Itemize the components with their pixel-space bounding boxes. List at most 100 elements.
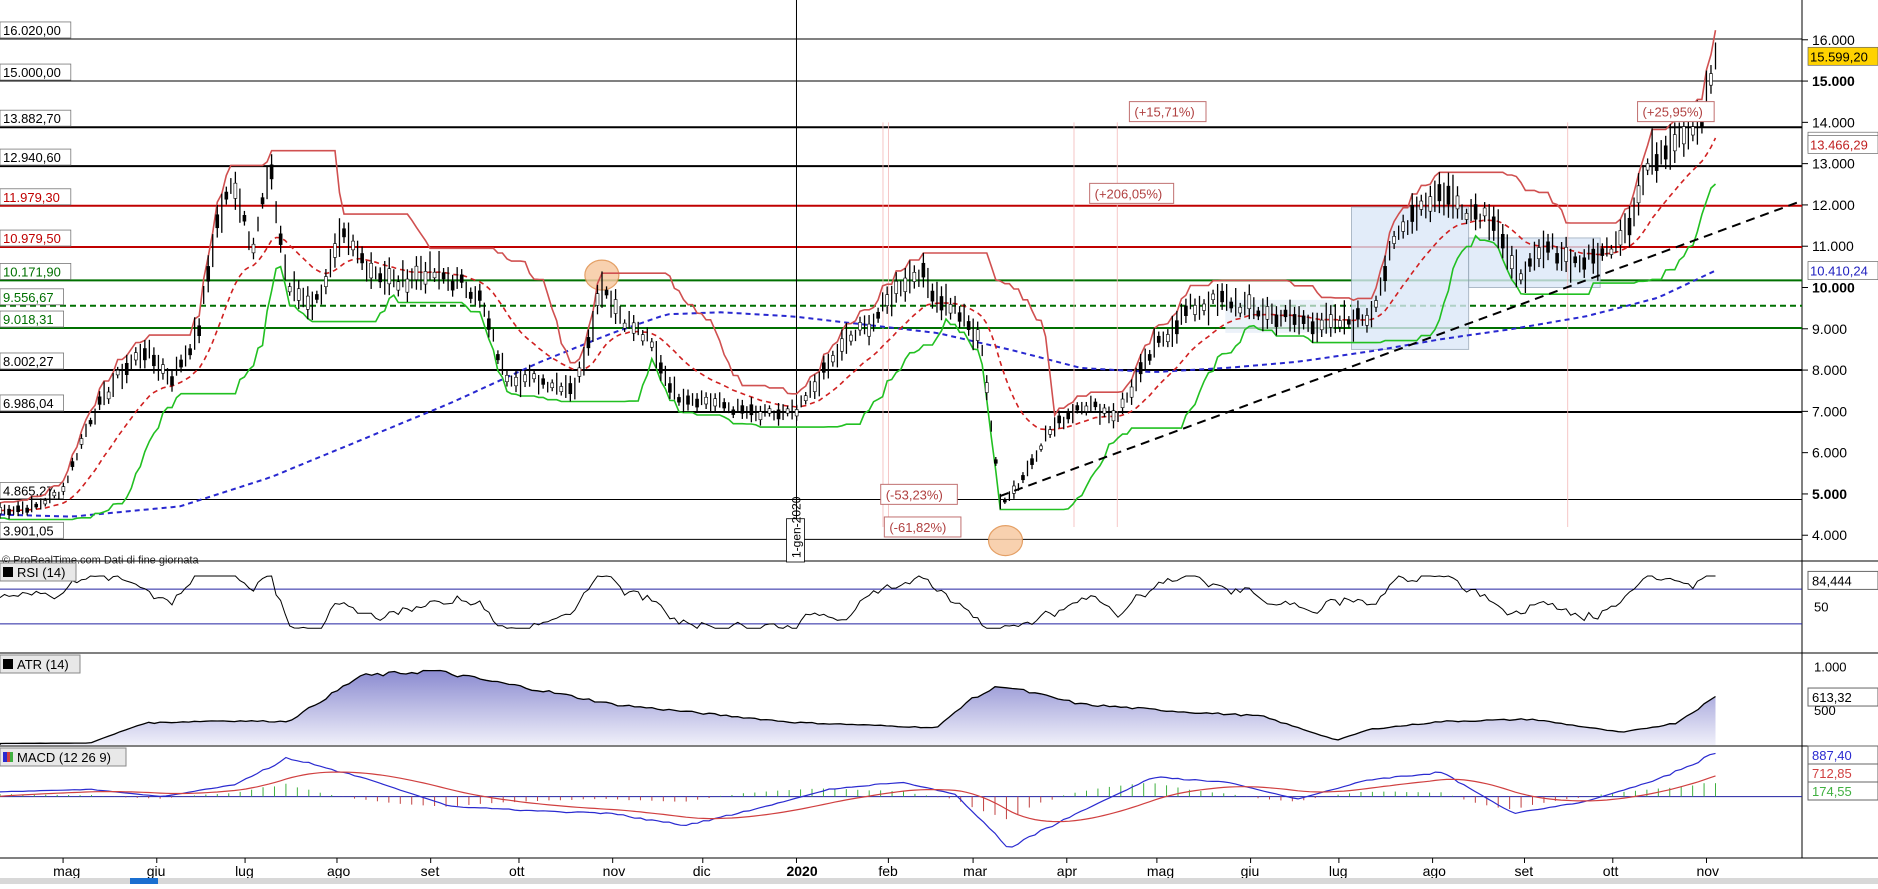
price-candle-body [930, 290, 935, 302]
price-candle-body [1129, 386, 1134, 398]
y-tick-label: 14.000 [1812, 114, 1855, 130]
level-label-box [0, 109, 72, 127]
price-candle-body [133, 352, 138, 361]
price-candle-body [34, 503, 39, 508]
rsi-line [0, 575, 1716, 629]
price-candle-body [767, 408, 772, 414]
price-candle-body [414, 265, 419, 280]
level-label: 3.901,05 [3, 523, 54, 538]
price-candle-body [1609, 248, 1614, 255]
price-candle-body [713, 398, 717, 407]
price-candle-body [423, 271, 428, 285]
price-candle-body [604, 289, 609, 296]
level-label: 10.171,90 [3, 264, 61, 279]
price-candle-body [43, 500, 48, 505]
price-candle-body [695, 398, 699, 408]
price-candle-body [731, 409, 736, 415]
price-candle-body [251, 243, 256, 254]
x-tick-label: giu [1241, 863, 1260, 879]
x-tick-label: 2020 [786, 863, 817, 879]
price-candle-body [1682, 126, 1686, 145]
x-tick-label: mag [1147, 863, 1174, 879]
price-candle-body [70, 461, 75, 467]
price-candle-body [1528, 258, 1532, 267]
price-candle-body [1627, 217, 1632, 236]
price-candle-body [161, 364, 165, 374]
price-candle-body [387, 268, 392, 285]
x-tick-label: set [1514, 863, 1533, 879]
price-candle-body [794, 409, 799, 417]
price-candle-body [496, 354, 500, 361]
price-candle-body [124, 363, 129, 375]
price-candle-body [215, 214, 220, 229]
price-candle-body [622, 322, 627, 329]
last-value-label: 15.599,20 [1810, 49, 1868, 64]
price-candle-body [704, 396, 708, 405]
trailing-stop-support [0, 183, 1717, 521]
price-candle-body [7, 508, 11, 516]
price-candle-body [559, 386, 564, 392]
price-candle-body [1654, 154, 1659, 171]
price-candle-body [1328, 314, 1333, 328]
price-candle-body [957, 312, 962, 322]
last-value-badge [1807, 261, 1878, 280]
trend-line [999, 199, 1803, 497]
level-label-box [0, 394, 64, 412]
percent-annotation-box [883, 516, 962, 538]
x-tick-label: apr [1057, 863, 1078, 879]
price-candle-body [1546, 241, 1550, 253]
price-candle-body [0, 507, 2, 514]
price-candle-body [1111, 410, 1116, 422]
price-candle-body [1482, 207, 1487, 217]
level-label: 4.865,27 [3, 484, 54, 499]
x-tick-label: set [421, 863, 440, 879]
price-bars [0, 42, 1717, 519]
price-candle-body [1419, 200, 1424, 210]
price-candle-body [305, 295, 310, 310]
price-candle-body [1147, 354, 1152, 361]
x-tick-label: dic [693, 863, 711, 879]
x-tick-label: mag [53, 863, 80, 879]
y-tick-label: 13.000 [1812, 156, 1855, 172]
price-candle-body [16, 505, 20, 513]
percent-annotation: (+25,95%) [1643, 105, 1703, 120]
price-candle-body [785, 408, 790, 414]
y-tick-label: 15.000 [1812, 73, 1855, 89]
macd-swatch [3, 752, 7, 762]
price-candle-body [1193, 305, 1197, 315]
price-candle-body [1274, 314, 1279, 327]
y-tick-label: 10.000 [1812, 280, 1855, 296]
y-tick-label: 5.000 [1812, 486, 1847, 502]
price-candle-body [1691, 126, 1695, 136]
price-candle-body [1573, 256, 1577, 264]
price-candle-body [1265, 306, 1270, 320]
y-tick-label: 12.000 [1812, 197, 1855, 213]
price-candle-body [541, 378, 545, 385]
price-candle-body [1039, 445, 1043, 450]
price-candle-body [1184, 305, 1188, 317]
x-tick-label: lug [235, 863, 254, 879]
price-candle-body [921, 262, 926, 278]
price-candle-body [1491, 216, 1496, 231]
price-candle-body [405, 278, 410, 293]
x-tick-label: mar [963, 863, 987, 879]
macd-last-value: 712,85 [1812, 766, 1852, 781]
price-candle-body [1383, 266, 1387, 282]
price-candle-body [722, 402, 727, 409]
price-candle-body [577, 367, 582, 377]
price-candle-body [1048, 429, 1052, 435]
level-label: 10.979,50 [3, 231, 61, 246]
price-candle-body [1519, 273, 1523, 281]
percent-annotation: (-61,82%) [889, 520, 946, 535]
price-candle-body [1591, 248, 1596, 264]
level-label-box [0, 229, 72, 247]
price-candle-body [296, 288, 301, 301]
macd-signal-line [0, 771, 1716, 823]
price-candle-body [523, 374, 527, 383]
price-candle-body [79, 438, 84, 445]
price-candle-body [206, 266, 211, 282]
price-candle-body [477, 290, 482, 301]
last-value-badge [1807, 135, 1878, 154]
price-candle-body [441, 272, 446, 280]
price-candle-body [912, 272, 917, 282]
